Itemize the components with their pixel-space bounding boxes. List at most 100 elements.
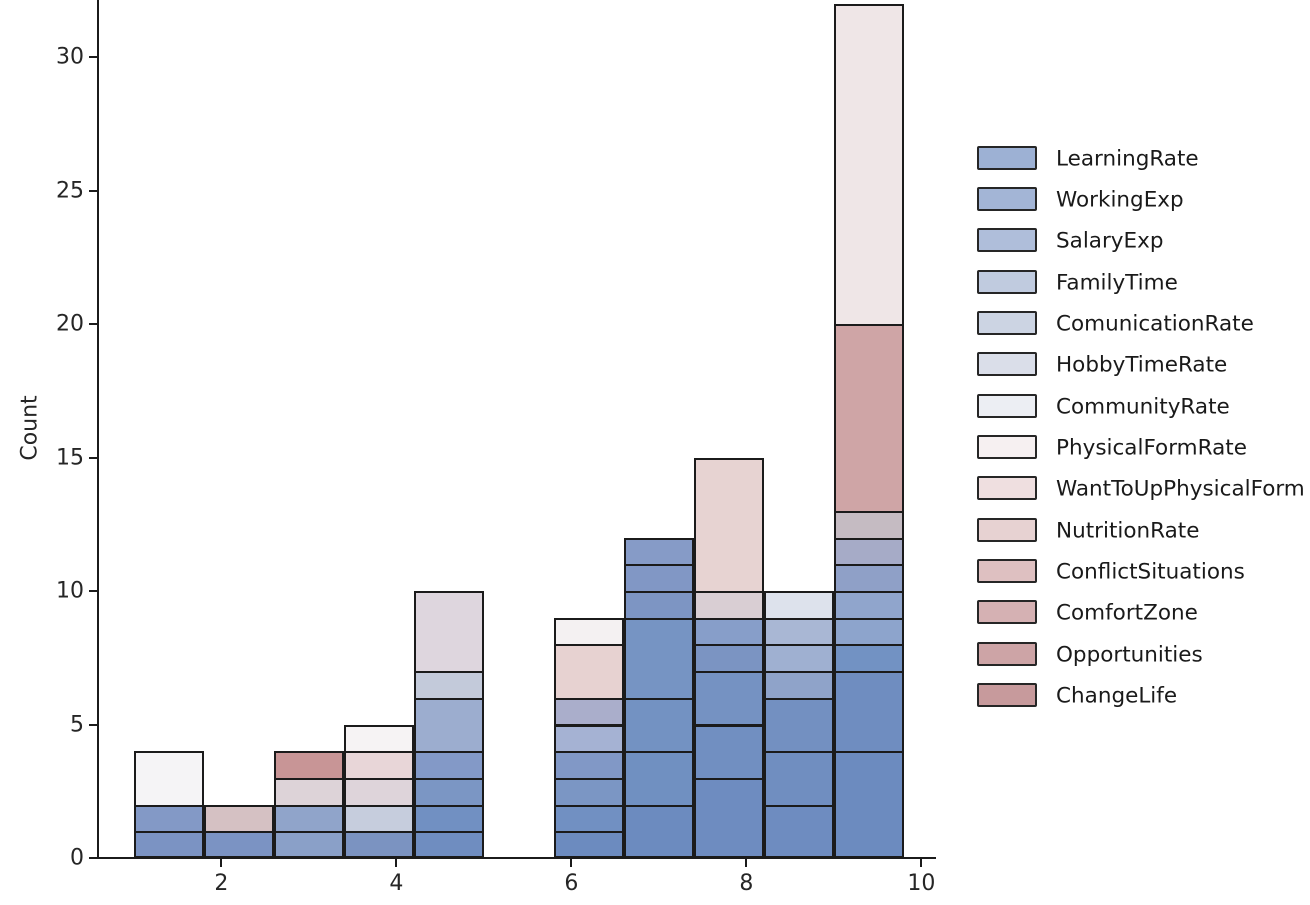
bar-segment-NutritionRate [343, 751, 414, 780]
y-tick [89, 590, 97, 592]
x-tick-label: 8 [739, 871, 754, 896]
y-tick-label: 10 [56, 578, 84, 604]
bar-segment-ComunicationRate [693, 617, 764, 647]
legend-label: CommunityRate [1056, 394, 1230, 420]
legend-swatch-icon [977, 228, 1037, 253]
legend-item-ChangeLife: ChangeLife [977, 681, 1307, 711]
bar-segment-FamilyTime [693, 644, 764, 674]
legend-swatch-icon [977, 476, 1037, 501]
legend-swatch-icon [977, 145, 1037, 170]
bar-segment-HobbyTimeRate [763, 617, 834, 647]
bar-segment-HobbyTimeRate [623, 564, 694, 593]
bar-segment-WantToUpPhysicalForm [413, 591, 484, 674]
y-tick-label: 20 [56, 311, 84, 337]
legend-swatch-icon [977, 269, 1037, 294]
bar-segment-SalaryExp [413, 777, 484, 807]
x-tick [395, 859, 398, 867]
legend-item-ConflictSituations: ConflictSituations [977, 557, 1307, 587]
legend-item-LearningRate: LearningRate [977, 144, 1307, 174]
y-tick [89, 723, 97, 726]
legend-item-HobbyTimeRate: HobbyTimeRate [977, 350, 1307, 380]
x-tick [745, 859, 748, 867]
x-tick [220, 859, 223, 867]
y-axis-label: Count [17, 395, 43, 461]
bar-segment-ComunicationRate [343, 804, 414, 834]
bar-segment-HobbyTimeRate [413, 671, 484, 700]
bar-segment-WorkingExp [553, 804, 624, 834]
legend-item-WantToUpPhysicalForm: WantToUpPhysicalForm [977, 474, 1307, 504]
legend-swatch-icon [977, 393, 1037, 418]
legend-label: ConflictSituations [1056, 559, 1245, 585]
legend-swatch-icon [977, 683, 1037, 708]
legend-item-WorkingExp: WorkingExp [977, 185, 1307, 215]
legend-label: NutritionRate [1056, 518, 1200, 544]
legend-swatch-icon [977, 352, 1037, 377]
bar-segment-FamilyTime [553, 751, 624, 780]
bar-segment-SalaryExp [763, 697, 834, 754]
legend-swatch-icon [977, 641, 1037, 666]
y-tick [89, 857, 97, 859]
bar-segment-CommunityRate [833, 537, 904, 567]
x-tick-label: 6 [564, 871, 579, 896]
bar-segment-ComunicationRate [623, 591, 694, 620]
bar-segment-ComfortZone [833, 510, 904, 540]
bar-segment-Opportunities [833, 324, 904, 513]
bar-segment-HobbyTimeRate [833, 564, 904, 593]
y-tick [89, 189, 97, 192]
bar-segment-SalaryExp [833, 644, 904, 674]
bar-segment-LearningRate [623, 804, 694, 858]
y-tick [89, 456, 97, 459]
legend-label: LearningRate [1056, 146, 1199, 171]
legend-swatch-icon [977, 517, 1037, 542]
legend-item-NutritionRate: NutritionRate [977, 516, 1307, 546]
legend-item-ComfortZone: ComfortZone [977, 598, 1307, 628]
legend-label: FamilyTime [1056, 270, 1178, 296]
bar-segment-NutritionRate [273, 777, 344, 807]
bar-segment-HobbyTimeRate [553, 697, 624, 727]
legend-item-Opportunities: Opportunities [977, 640, 1307, 670]
bar-segment-ComunicationRate [553, 724, 624, 754]
y-tick-label: 5 [70, 712, 84, 737]
bar-segment-PhysicalFormRate [553, 617, 624, 647]
bar-segment-ConflictSituations [203, 804, 274, 834]
bar-segment-SalaryExp [693, 671, 764, 727]
y-tick [89, 323, 97, 325]
bar-segment-SalaryExp [273, 831, 344, 858]
x-tick-label: 2 [214, 871, 229, 896]
legend-label: SalaryExp [1056, 228, 1164, 254]
bar-segment-CommunityRate [623, 537, 694, 567]
y-tick [89, 56, 97, 58]
legend-label: PhysicalFormRate [1056, 435, 1247, 461]
bar-segment-FamilyTime [623, 617, 694, 700]
bar-segment-NutritionRate [553, 644, 624, 700]
y-tick-label: 0 [70, 845, 84, 871]
bar-segment-NutritionRate [693, 457, 764, 593]
x-tick-label: 10 [907, 871, 936, 896]
legend-item-CommunityRate: CommunityRate [977, 392, 1307, 422]
bar-segment-LearningRate [413, 831, 484, 858]
bar-segment-LearningRate [553, 831, 624, 858]
y-tick-label: 25 [56, 178, 84, 203]
legend-swatch-icon [977, 559, 1037, 583]
legend-item-ComunicationRate: ComunicationRate [977, 309, 1307, 339]
legend-label: WorkingExp [1056, 187, 1184, 213]
bar-segment-LearningRate [833, 751, 904, 858]
bar-segment-FamilyTime [833, 617, 904, 647]
bar-segment-LearningRate [133, 831, 204, 858]
bar-segment-ComunicationRate [763, 644, 834, 674]
bar-segment-FamilyTime [273, 804, 344, 834]
bar-segment-WorkingExp [623, 751, 694, 807]
bar-segment-LearningRate [343, 831, 414, 858]
y-axis-spine [97, 0, 99, 859]
bar-segment-FamilyTime [413, 751, 484, 780]
bar-segment-WorkingExp [693, 724, 764, 780]
bar-segment-LearningRate [203, 831, 274, 858]
bar-segment-PhysicalFormRate [343, 724, 414, 754]
bar-segment-SalaryExp [553, 777, 624, 807]
legend-swatch-icon [977, 310, 1037, 335]
bar-segment-LearningRate [693, 777, 764, 858]
bar-segment-WorkingExp [133, 804, 204, 834]
bar-segment-CommunityRate [763, 591, 834, 620]
bar-segment-ChangeLife [273, 751, 344, 780]
